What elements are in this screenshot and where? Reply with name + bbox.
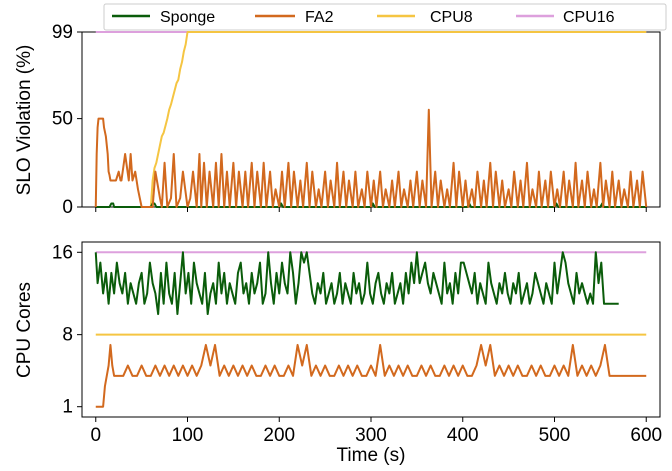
y-tick-label-16-panel-2: 16 — [52, 242, 73, 263]
legend-label-fa2: FA2 — [305, 9, 334, 26]
x-tick-label-500: 500 — [539, 425, 571, 446]
legend-entry-cpu16: CPU16 — [516, 9, 615, 26]
cpu-y-axis-title: CPU Cores — [14, 282, 35, 378]
series-line-fa2-panel-1 — [94, 108, 648, 208]
y-tick-label-99-panel-1: 99 — [52, 22, 73, 43]
slo-yticks: 0 50 99 — [52, 22, 82, 218]
legend-label-cpu8: CPU8 — [430, 9, 473, 26]
x-tick-label-400: 400 — [447, 425, 479, 446]
slo-plot-frame — [81, 31, 661, 208]
legend-label-cpu16: CPU16 — [563, 9, 615, 26]
x-tick-label-100: 100 — [172, 425, 204, 446]
x-axis-title: Time (s) — [337, 445, 406, 466]
legend-entry-fa2: FA2 — [255, 9, 334, 26]
y-tick-label-1-panel-2: 1 — [62, 397, 73, 418]
slo-series-group — [94, 31, 648, 208]
x-tick-label-600: 600 — [630, 425, 662, 446]
x-tick-label-200: 200 — [263, 425, 295, 446]
series-line-fa2-panel-2 — [95, 343, 647, 408]
series-line-sponge-panel-2 — [94, 251, 619, 316]
series-line-sponge-panel-1 — [95, 202, 647, 208]
cpu-series-group — [94, 251, 647, 408]
legend: Sponge FA2 CPU8 CPU16 — [103, 3, 667, 31]
legend-entry-sponge: Sponge — [112, 9, 215, 26]
legend-entry-cpu8: CPU8 — [377, 9, 473, 26]
x-ticks: 0 100 200 300 400 500 600 — [90, 425, 662, 446]
cpu-plot-frame — [81, 241, 661, 418]
series-line-cpu8-panel-1 — [149, 31, 647, 208]
legend-label-sponge: Sponge — [160, 9, 215, 26]
y-tick-label-50-panel-1: 50 — [52, 109, 73, 130]
slo-violation-panel: 0 50 99 SLO Violation (%) — [14, 22, 661, 218]
x-tick-label-300: 300 — [355, 425, 387, 446]
y-tick-label-8-panel-2: 8 — [62, 325, 73, 346]
y-tick-label-0-panel-1: 0 — [62, 197, 73, 218]
x-tick-label-0: 0 — [90, 425, 101, 446]
slo-y-axis-title: SLO Violation (%) — [14, 45, 35, 196]
